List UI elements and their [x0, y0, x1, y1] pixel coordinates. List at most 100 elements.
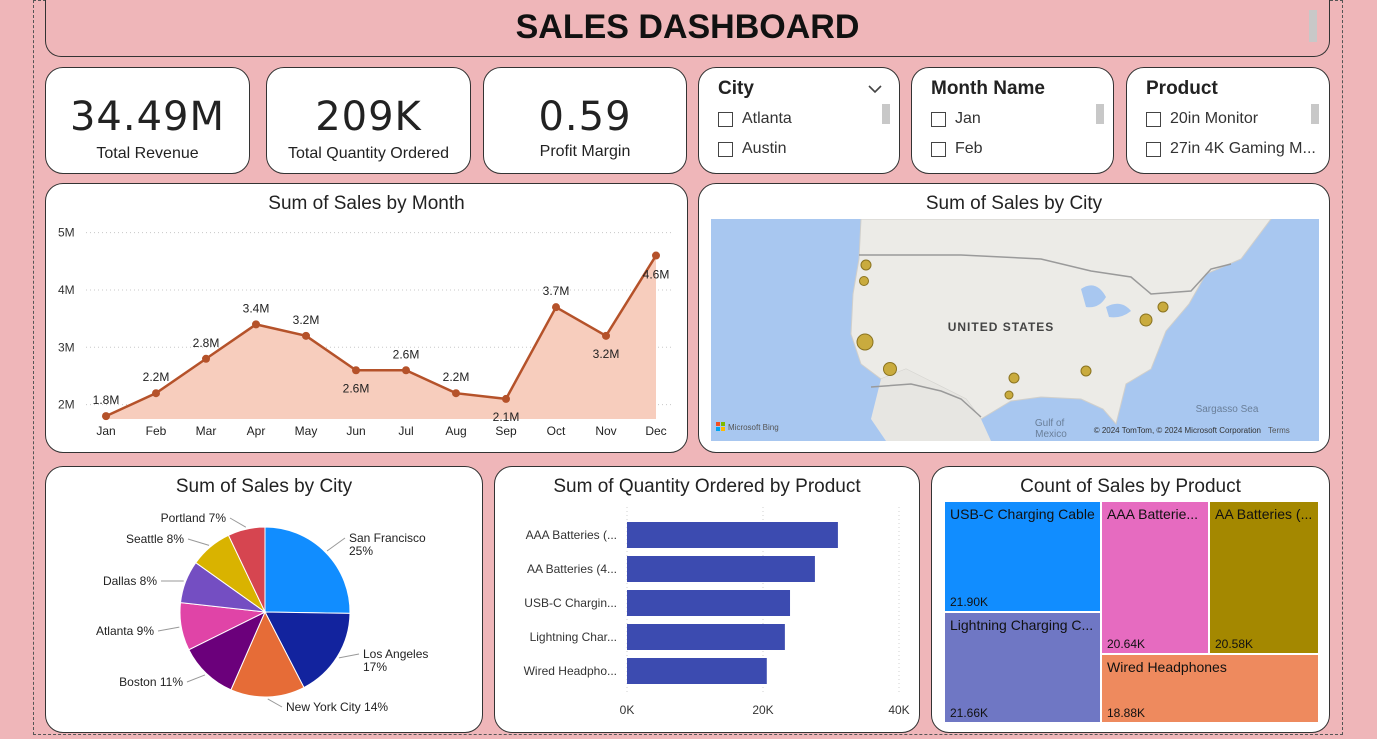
map-sea-label: Sargasso Sea	[1196, 404, 1259, 415]
bar[interactable]	[627, 590, 791, 616]
slicer-scrollbar[interactable]	[882, 104, 890, 124]
pie-label: San Francisco	[349, 531, 426, 545]
map-bubble-austin[interactable]	[1004, 390, 1014, 400]
treemap-tile-value: 21.66K	[950, 706, 988, 720]
slicer-scrollbar[interactable]	[1096, 104, 1104, 124]
kpi-card-total-revenue[interactable]: 34.49M Total Revenue	[45, 67, 250, 174]
slicer-item-feb[interactable]: Feb	[931, 140, 983, 158]
data-label: 3.2M	[293, 313, 320, 327]
sales-by-city-map-card[interactable]: Sum of Sales by City UNITED STATES Gulf …	[698, 183, 1330, 453]
data-point[interactable]	[452, 389, 460, 398]
y-tick-label: USB-C Chargin...	[524, 596, 617, 610]
checkbox-icon[interactable]	[718, 111, 733, 127]
slicer-product[interactable]: Product 20in Monitor 27in 4K Gaming M...	[1126, 67, 1330, 174]
treemap-tile-label: Wired Headphones	[1107, 659, 1227, 675]
x-tick-label: 0K	[620, 703, 635, 717]
treemap-tile-value: 20.64K	[1107, 637, 1145, 651]
pie-leader-line	[326, 537, 346, 552]
checkbox-icon[interactable]	[1146, 111, 1161, 127]
chevron-down-icon[interactable]	[867, 83, 883, 95]
slicer-item-20in-monitor[interactable]: 20in Monitor	[1146, 110, 1258, 128]
kpi-card-profit-margin[interactable]: 0.59 Profit Margin	[483, 67, 687, 174]
sales-by-city-pie-card[interactable]: Sum of Sales by City San Francisco 25% Los…	[45, 466, 483, 733]
slicer-item-atlanta[interactable]: Atlanta	[718, 110, 792, 128]
map-bubble-dallas[interactable]	[1008, 372, 1020, 384]
kpi-value: 34.49M	[69, 94, 226, 140]
slicer-item-27in-gaming-monitor[interactable]: 27in 4K Gaming M...	[1146, 140, 1316, 158]
map-bubble-seattle[interactable]	[859, 276, 869, 286]
data-point[interactable]	[152, 389, 160, 398]
pie-label-pct: 25%	[349, 544, 373, 558]
map-bubble-atlanta[interactable]	[1080, 365, 1092, 377]
quantity-by-product-chart[interactable]: 0K 20K 40K AAA Batteries (... AA Batteries (…	[495, 467, 920, 733]
pie-slice[interactable]	[227, 526, 266, 613]
data-label: 2.1M	[493, 410, 520, 424]
bing-logo-icon	[721, 427, 725, 431]
checkbox-icon[interactable]	[718, 141, 733, 157]
bar[interactable]	[627, 624, 785, 650]
data-point[interactable]	[502, 394, 510, 403]
header-scrollbar[interactable]	[1309, 10, 1317, 42]
pie-leader-line	[157, 626, 180, 632]
data-point[interactable]	[252, 320, 260, 329]
checkbox-icon[interactable]	[1146, 141, 1161, 157]
data-label: 2.2M	[143, 370, 170, 384]
map-bubble-portland[interactable]	[860, 259, 872, 271]
kpi-label: Total Quantity Ordered	[288, 145, 449, 162]
y-tick-label: AAA Batteries (...	[526, 528, 617, 542]
checkbox-icon[interactable]	[931, 111, 946, 127]
slicer-city[interactable]: City Atlanta Austin	[698, 67, 900, 174]
kpi-card-total-quantity[interactable]: 209K Total Quantity Ordered	[266, 67, 471, 174]
data-label: 2.2M	[443, 370, 470, 384]
us-map[interactable]: UNITED STATES Gulf of Mexico Sargasso Se…	[711, 219, 1319, 441]
pie-slice[interactable]	[230, 610, 305, 698]
quantity-by-product-card[interactable]: Sum of Quantity Ordered by Product 0K 20K…	[494, 466, 920, 733]
data-point[interactable]	[602, 331, 610, 340]
treemap-tile[interactable]	[1100, 653, 1320, 724]
map-bubble-los-angeles[interactable]	[883, 362, 897, 376]
data-point[interactable]	[402, 366, 410, 375]
slicer-item-label: Feb	[955, 140, 983, 157]
data-label: 1.8M	[93, 393, 120, 407]
map-bubble-new-york-city[interactable]	[1139, 313, 1153, 327]
treemap-tile[interactable]	[943, 500, 1102, 613]
bar[interactable]	[627, 658, 767, 684]
map-gulf-label-line1: Gulf of	[1035, 418, 1065, 429]
count-by-product-treemap[interactable]: USB-C Charging Cable 21.90K AAA Batterie..…	[932, 467, 1330, 733]
data-point[interactable]	[302, 331, 310, 340]
treemap-tile-label: AAA Batterie...	[1107, 506, 1198, 522]
series-line	[105, 254, 658, 418]
map-bubble-boston[interactable]	[1157, 301, 1169, 313]
pie-label: Boston 11%	[119, 675, 183, 689]
pie-slice[interactable]	[264, 526, 351, 614]
bar[interactable]	[627, 556, 815, 582]
chart-title: Sum of Sales by City	[925, 193, 1103, 214]
data-point[interactable]	[652, 251, 660, 260]
checkbox-icon[interactable]	[931, 141, 946, 157]
slicer-scrollbar[interactable]	[1311, 104, 1319, 124]
treemap-tile[interactable]	[1100, 500, 1210, 655]
data-label: 3.2M	[593, 347, 620, 361]
data-point[interactable]	[202, 354, 210, 363]
map-terms-link[interactable]: Terms	[1268, 426, 1290, 435]
sales-by-month-chart[interactable]: 2M 3M 4M 5M 1.8M Jan 2.2M Feb 2.8M Mar 3.4M Apr 3.2M…	[46, 184, 688, 453]
bing-logo-icon	[716, 427, 720, 431]
treemap-tile[interactable]	[943, 611, 1102, 724]
x-tick-label: Nov	[595, 424, 616, 438]
count-by-product-card[interactable]: Count of Sales by Product USB-C Charging…	[931, 466, 1330, 733]
sales-by-month-card[interactable]: Sum of Sales by Month 2M 3M 4M 5M 1.8M Jan 2.2…	[45, 183, 688, 453]
data-point[interactable]	[102, 412, 110, 421]
y-tick-label: 2M	[58, 398, 75, 412]
slicer-item-austin[interactable]: Austin	[718, 140, 786, 158]
y-tick-label: 5M	[58, 226, 75, 240]
treemap-tile[interactable]	[1208, 500, 1320, 655]
data-point[interactable]	[352, 366, 360, 375]
slicer-item-label: Austin	[742, 140, 787, 157]
slicer-item-jan[interactable]: Jan	[931, 110, 981, 128]
bar[interactable]	[627, 522, 838, 548]
map-bubble-san-francisco[interactable]	[856, 333, 874, 351]
slicer-month[interactable]: Month Name Jan Feb	[911, 67, 1114, 174]
data-point[interactable]	[552, 303, 560, 312]
pie-slice[interactable]	[264, 611, 351, 689]
